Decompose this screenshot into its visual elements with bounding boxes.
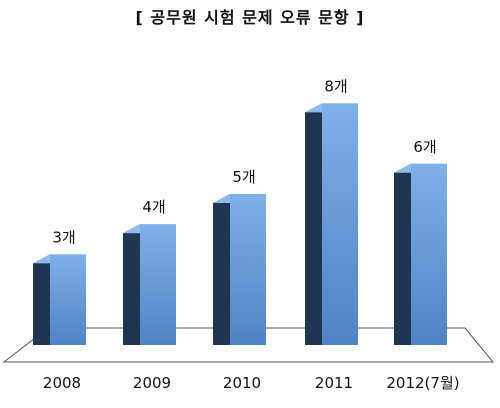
- bar-side-2009: [123, 224, 140, 345]
- data-label-2010: 5개: [232, 168, 255, 186]
- tick-label-2012(7월): 2012(7월): [386, 374, 459, 392]
- bar-side-2008: [33, 254, 50, 345]
- bar-front-2008: [50, 254, 86, 345]
- bar-front-2011: [322, 103, 358, 346]
- bar-2010: [213, 194, 266, 345]
- data-label-2009: 4개: [142, 198, 165, 216]
- data-label-2012(7월): 6개: [413, 138, 436, 156]
- bar-2008: [33, 254, 86, 345]
- data-label-2011: 8개: [324, 77, 347, 95]
- bar-2012(7월): [394, 163, 447, 345]
- data-label-2008: 3개: [52, 228, 75, 246]
- bar-2011: [305, 103, 358, 346]
- tick-label-2008: 2008: [43, 374, 81, 392]
- bar-front-2010: [230, 194, 266, 345]
- bar-2009: [123, 224, 176, 345]
- bar-front-2009: [140, 224, 176, 345]
- bar-front-2012(7월): [411, 163, 447, 345]
- tick-label-2011: 2011: [315, 374, 353, 392]
- bar-side-2011: [305, 103, 322, 346]
- tick-label-2009: 2009: [133, 374, 171, 392]
- tick-label-2010: 2010: [223, 374, 261, 392]
- bar-side-2012(7월): [394, 163, 411, 345]
- bar-side-2010: [213, 194, 230, 345]
- chart-title: [ 공무원 시험 문제 오류 문항 ]: [135, 8, 365, 27]
